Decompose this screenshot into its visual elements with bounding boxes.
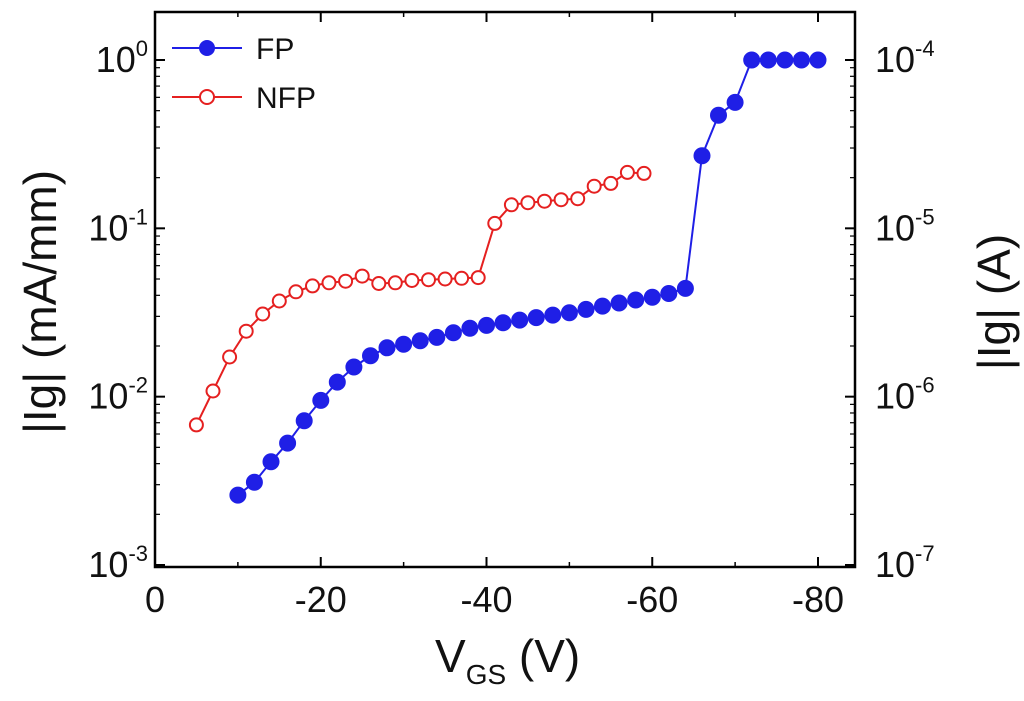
data-point-fp	[411, 332, 429, 350]
data-point-fp	[726, 93, 744, 111]
y-left-tick-label: 100	[96, 36, 148, 80]
data-point-fp	[792, 51, 810, 69]
plot-frame	[153, 10, 857, 569]
y-axis-left-ticks: 100 10-1 10-2 10-3	[88, 36, 165, 585]
data-point-fp	[759, 51, 777, 69]
data-point-nfp	[188, 417, 204, 433]
data-point-fp	[428, 328, 446, 346]
data-point-nfp	[603, 175, 619, 191]
data-point-fp	[478, 316, 495, 334]
data-point-nfp	[354, 268, 370, 284]
data-point-nfp	[305, 278, 320, 294]
data-point-nfp	[636, 165, 652, 181]
y-right-tick-label: 10-6	[875, 373, 935, 417]
data-point-fp	[693, 147, 711, 165]
legend-nfp-marker	[199, 89, 215, 105]
data-point-fp	[544, 306, 562, 324]
legend: FP NFP	[172, 33, 316, 115]
data-point-fp	[560, 304, 578, 322]
x-axis-title-unit: (V)	[506, 630, 580, 682]
legend-fp-marker	[199, 40, 215, 56]
data-point-fp	[809, 51, 827, 69]
series-nfp	[188, 164, 652, 433]
data-point-fp	[660, 285, 678, 302]
y-axis-right-ticks: 10-4 10-5 10-6 10-7	[845, 36, 935, 585]
data-point-nfp	[537, 193, 552, 209]
data-point-nfp	[321, 275, 337, 291]
data-point-nfp	[619, 164, 635, 180]
data-point-fp	[743, 51, 761, 69]
y-right-tick-label: 10-4	[875, 36, 935, 80]
x-axis-title-subscript: GS	[466, 659, 506, 690]
data-point-fp	[494, 314, 512, 332]
data-point-nfp	[454, 270, 470, 286]
data-point-fp	[594, 297, 611, 315]
data-point-fp	[395, 335, 413, 353]
data-point-nfp	[503, 197, 519, 213]
data-point-fp	[312, 391, 330, 409]
data-point-fp	[328, 373, 346, 391]
x-tick-label: -20	[295, 579, 347, 620]
x-axis-ticks: 0 -20 -40 -60 -80	[145, 12, 844, 620]
data-point-nfp	[586, 178, 602, 194]
data-point-fp	[245, 473, 263, 491]
x-tick-label: 0	[145, 579, 165, 620]
data-point-fp	[461, 319, 479, 337]
data-point-nfp	[371, 276, 387, 291]
data-point-fp	[577, 300, 595, 318]
data-point-nfp	[570, 191, 586, 207]
x-axis-title-main: V	[435, 630, 466, 682]
data-point-fp	[527, 309, 545, 327]
data-point-fp	[295, 412, 313, 430]
x-axis-title: VGS (V)	[435, 630, 580, 690]
y-left-tick-label: 10-2	[88, 373, 148, 417]
data-point-nfp	[222, 349, 238, 365]
legend-fp-label: FP	[256, 33, 294, 66]
y-right-tick-label: 10-7	[875, 541, 935, 585]
data-point-fp	[676, 279, 694, 297]
data-point-fp	[362, 347, 379, 365]
y-left-tick-label: 10-1	[88, 204, 148, 248]
data-point-fp	[627, 291, 645, 309]
data-point-nfp	[487, 215, 503, 231]
data-point-nfp	[255, 306, 271, 322]
data-point-nfp	[271, 293, 287, 309]
data-point-nfp	[338, 273, 354, 289]
data-point-fp	[643, 288, 661, 306]
data-point-nfp	[205, 383, 221, 399]
y-left-tick-label: 10-3	[88, 541, 148, 585]
data-point-fp	[378, 339, 396, 357]
data-point-fp	[444, 324, 462, 342]
data-point-nfp	[404, 273, 420, 288]
data-point-fp	[279, 434, 297, 452]
series-nfp-line	[195, 171, 645, 426]
data-point-fp	[262, 453, 280, 471]
x-tick-label: -60	[626, 579, 678, 620]
legend-nfp-label: NFP	[256, 82, 316, 115]
data-point-fp	[610, 294, 628, 312]
data-point-nfp	[288, 284, 304, 300]
data-point-nfp	[470, 270, 486, 286]
data-point-fp	[345, 358, 363, 376]
y-axis-right-title: |Ig| (A)	[968, 234, 1020, 370]
data-point-nfp	[238, 323, 254, 339]
data-point-fp	[229, 486, 247, 504]
x-tick-label: -80	[792, 579, 844, 620]
data-point-nfp	[437, 271, 453, 287]
series-fp	[229, 51, 827, 504]
y-axis-left-title: |Ig| (mA/mm)	[14, 170, 66, 434]
series-layer	[188, 51, 827, 504]
data-point-fp	[776, 51, 794, 69]
y-right-tick-label: 10-5	[875, 204, 935, 248]
data-point-nfp	[520, 195, 536, 211]
data-point-fp	[511, 311, 529, 329]
data-point-nfp	[421, 272, 436, 288]
data-point-nfp	[387, 275, 403, 291]
data-point-fp	[710, 106, 727, 124]
data-point-nfp	[553, 192, 569, 208]
x-tick-label: -40	[460, 579, 512, 620]
